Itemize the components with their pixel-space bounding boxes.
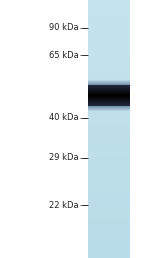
- Text: 22 kDa: 22 kDa: [49, 200, 79, 209]
- Text: 65 kDa: 65 kDa: [49, 51, 79, 60]
- Text: 90 kDa: 90 kDa: [49, 23, 79, 33]
- Text: 29 kDa: 29 kDa: [49, 154, 79, 163]
- Text: 40 kDa: 40 kDa: [49, 114, 79, 123]
